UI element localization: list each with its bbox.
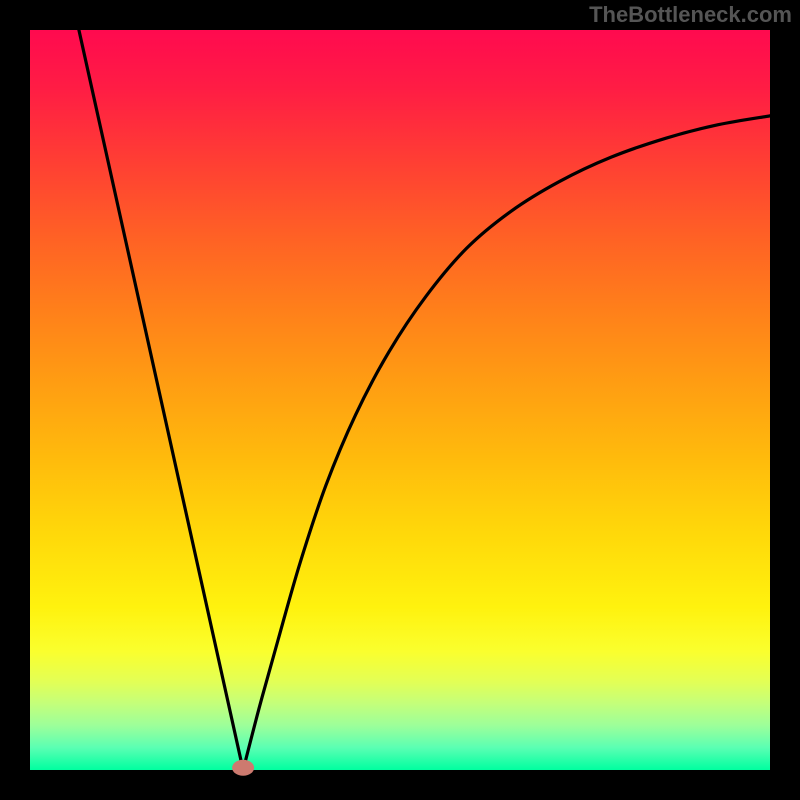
- bottleneck-chart: [0, 0, 800, 800]
- watermark-text: TheBottleneck.com: [589, 2, 792, 28]
- chart-container: TheBottleneck.com: [0, 0, 800, 800]
- minimum-marker: [232, 760, 254, 776]
